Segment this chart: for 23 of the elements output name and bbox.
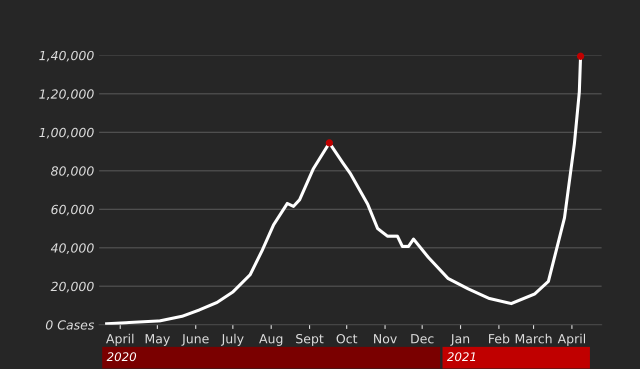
x-tick-label: July	[220, 334, 244, 346]
y-tick-label: 0 Cases	[46, 320, 94, 330]
x-tick-label: June	[181, 334, 209, 346]
x-tick-label: April	[558, 334, 586, 346]
text: 2020	[106, 352, 136, 362]
x-tick-label: Aug	[259, 334, 282, 346]
x-tick-label: Oct	[336, 334, 358, 344]
y-tick-label: 20,000	[50, 282, 94, 292]
x-tick-label: May	[146, 334, 170, 346]
text: 2021	[446, 352, 476, 362]
y-tick-label: 40,000	[50, 243, 94, 254]
x-tick-label: March	[516, 334, 552, 344]
y-tick-label: 1,20,000	[39, 89, 94, 100]
x-tick-label: Feb	[489, 334, 510, 344]
x-tick-label: Nov	[374, 334, 397, 344]
y-tick-label: 60,000	[51, 204, 94, 216]
y-tick-label: 80,000	[51, 166, 94, 177]
y-tick-label: 1,00,000	[39, 128, 94, 139]
x-tick-label: Dec	[411, 334, 434, 344]
x-tick-label: Sept	[296, 334, 324, 346]
x-tick-label: Jan	[450, 334, 470, 346]
y-tick-label: 1,40,000	[39, 50, 94, 62]
x-tick-label: April	[106, 334, 134, 346]
